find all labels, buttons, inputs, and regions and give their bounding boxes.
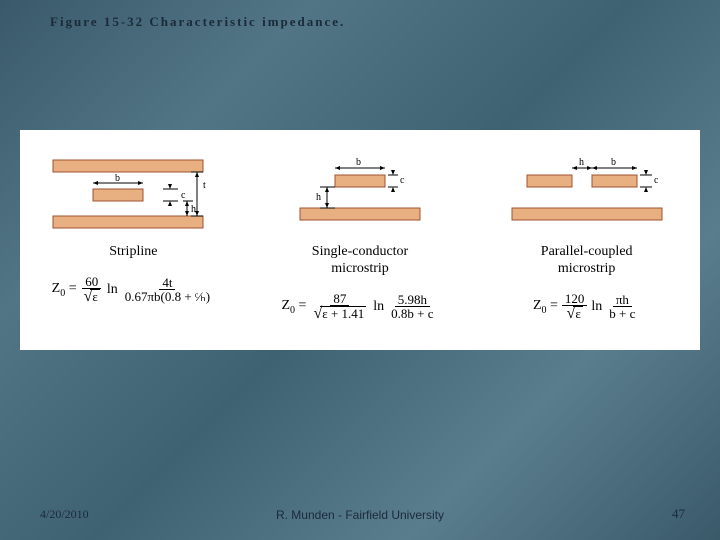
svg-text:c: c [181, 190, 186, 201]
svg-text:t: t [203, 180, 206, 191]
figure-panel: b c t h Stripline [20, 130, 700, 350]
parallel-microstrip-formula: Z0 = 120√ε ln πhb + c [533, 292, 640, 322]
parallel-microstrip-diagram: h b c [487, 150, 686, 240]
footer-author: R. Munden - Fairfield University [276, 508, 444, 522]
svg-text:h: h [579, 157, 584, 168]
single-microstrip-label: Single-conductormicrostrip [312, 244, 408, 278]
col-stripline: b c t h Stripline [20, 130, 247, 350]
svg-text:c: c [400, 175, 405, 186]
col-single-microstrip: b c h Single-conductormicrostrip Z0 = 87… [247, 130, 474, 350]
footer-date: 4/20/2010 [40, 507, 89, 522]
single-microstrip-diagram: b c h [261, 150, 460, 240]
figure-title: Figure 15-32 Characteristic impedance. [50, 14, 345, 30]
svg-text:b: b [115, 173, 120, 184]
stripline-formula: Z0 = 60√ε ln 4t0.67πb(0.8 + ᶜ⁄ₕ) [52, 275, 215, 305]
svg-text:c: c [654, 175, 659, 186]
stripline-label: Stripline [109, 244, 157, 261]
stripline-diagram: b c t h [34, 150, 233, 240]
col-parallel-microstrip: h b c Parallel-coupledmicrostrip Z0 = 12… [473, 130, 700, 350]
footer-page: 47 [672, 506, 685, 522]
svg-text:b: b [356, 157, 361, 168]
svg-text:b: b [611, 157, 616, 168]
svg-text:h: h [316, 192, 321, 203]
single-microstrip-formula: Z0 = 87√ε + 1.41 ln 5.98h0.8b + c [281, 292, 438, 322]
parallel-microstrip-label: Parallel-coupledmicrostrip [541, 244, 633, 278]
svg-text:h: h [191, 204, 196, 215]
